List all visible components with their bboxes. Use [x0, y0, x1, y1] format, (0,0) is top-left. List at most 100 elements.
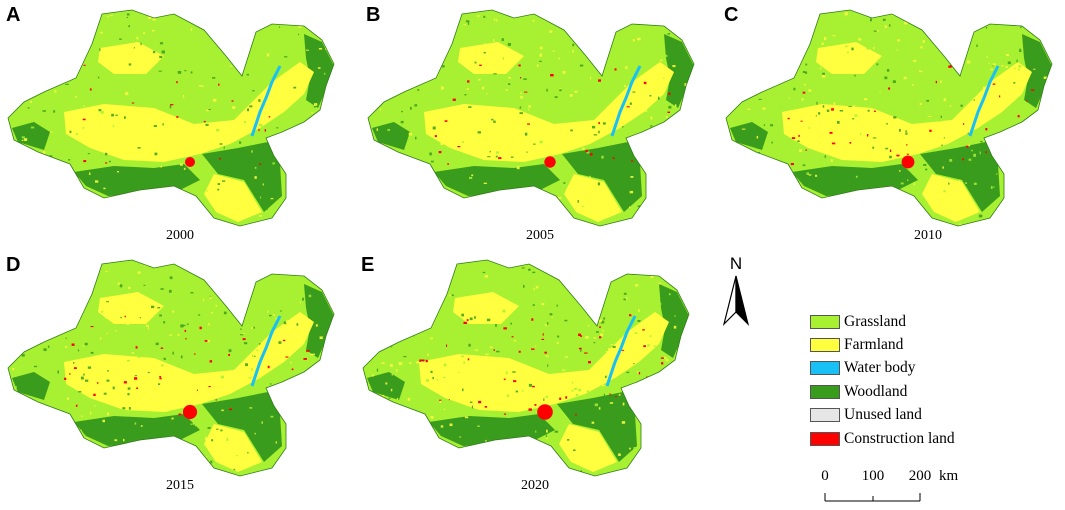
land-texture-dot [48, 169, 50, 173]
land-texture-dot [85, 21, 87, 23]
land-texture-dot [27, 192, 30, 195]
land-texture-dot [452, 362, 454, 365]
land-texture-dot [621, 421, 626, 424]
land-texture-dot [27, 288, 29, 292]
land-texture-dot [374, 410, 377, 413]
land-texture-dot [731, 28, 734, 31]
land-texture-dot [80, 429, 82, 432]
legend-item-farmland: Farmland [810, 333, 955, 356]
land-texture-dot [465, 450, 469, 453]
land-texture-dot [665, 358, 669, 362]
land-texture-dot [184, 70, 187, 72]
land-texture-dot [103, 354, 106, 357]
construction-dot [484, 406, 488, 408]
land-texture-dot [181, 139, 183, 142]
land-texture-dot [386, 472, 389, 475]
land-texture-dot [83, 373, 85, 376]
land-texture-dot [126, 359, 130, 362]
land-texture-dot [370, 162, 373, 164]
land-texture-dot [459, 449, 463, 451]
land-texture-dot [881, 214, 884, 218]
land-texture-dot [573, 387, 578, 390]
land-texture-dot [990, 68, 994, 71]
construction-dot [135, 346, 138, 349]
land-texture-dot [102, 202, 106, 205]
land-texture-dot [159, 14, 161, 17]
land-texture-dot [1038, 187, 1042, 189]
land-texture-dot [122, 407, 126, 410]
land-texture-dot [923, 164, 927, 166]
land-texture-dot [392, 74, 395, 78]
land-texture-dot [119, 284, 123, 288]
land-texture-dot [12, 368, 15, 371]
water-body [250, 65, 282, 137]
land-texture-dot [602, 122, 606, 125]
land-texture-dot [943, 98, 946, 102]
land-texture-dot [611, 173, 614, 175]
land-texture-dot [161, 50, 165, 54]
land-texture-dot [692, 41, 694, 45]
land-texture-dot [135, 107, 138, 110]
land-texture-dot [670, 475, 674, 476]
land-texture-dot [599, 262, 603, 266]
land-texture-dot [645, 474, 647, 476]
region-outline [7, 9, 335, 227]
land-texture-dot [901, 213, 903, 216]
land-texture-dot [75, 133, 78, 136]
land-texture-dot [586, 265, 588, 269]
panel-year: 2005 [526, 228, 554, 243]
land-texture-dot [211, 311, 214, 314]
land-texture-dot [9, 134, 11, 137]
land-texture-dot [408, 182, 410, 186]
land-texture-dot [36, 55, 39, 57]
land-texture-dot [1019, 50, 1022, 52]
land-texture-dot [324, 418, 326, 420]
land-texture-dot [243, 260, 246, 263]
land-texture-dot [120, 316, 122, 319]
land-texture-dot [921, 17, 924, 20]
land-texture-dot [539, 140, 543, 144]
land-texture-dot [591, 421, 595, 424]
land-texture-dot [630, 429, 633, 433]
land-texture-dot [65, 214, 68, 218]
land-texture-dot [643, 227, 645, 228]
construction-dot [664, 368, 667, 370]
land-texture-dot [319, 125, 323, 128]
land-texture-dot [433, 445, 437, 448]
land-texture-dot [254, 383, 257, 387]
land-texture-dot [180, 355, 183, 359]
land-texture-dot [429, 269, 431, 271]
land-texture-dot [273, 314, 276, 316]
land-texture-dot [86, 437, 88, 441]
land-texture-dot [238, 12, 241, 15]
land-texture-dot [112, 267, 115, 270]
land-texture-dot [741, 41, 745, 43]
land-texture-dot [660, 299, 663, 301]
land-texture-dot [529, 37, 533, 41]
land-texture-dot [593, 342, 596, 344]
land-texture-dot [774, 174, 777, 177]
land-texture-dot [521, 267, 525, 269]
land-texture-dot [376, 128, 378, 131]
construction-dot [660, 357, 664, 359]
land-texture-dot [207, 340, 210, 343]
land-texture-dot [270, 198, 274, 200]
land-texture-dot [914, 216, 917, 218]
land-texture-dot [591, 391, 594, 394]
land-texture-dot [143, 284, 146, 286]
land-texture-dot [295, 303, 298, 306]
land-texture-dot [495, 451, 497, 453]
land-texture-dot [183, 95, 185, 98]
land-texture-dot [115, 200, 119, 204]
land-texture-dot [1035, 154, 1038, 157]
land-texture-dot [733, 228, 735, 229]
land-texture-dot [482, 204, 487, 207]
land-texture-dot [506, 394, 510, 397]
land-texture-dot [797, 219, 801, 223]
land-texture-dot [469, 176, 473, 179]
land-texture-dot [430, 370, 433, 373]
construction-dot [790, 163, 794, 166]
land-texture-dot [205, 123, 209, 126]
land-texture-dot [433, 361, 437, 363]
land-texture-dot [431, 314, 434, 318]
